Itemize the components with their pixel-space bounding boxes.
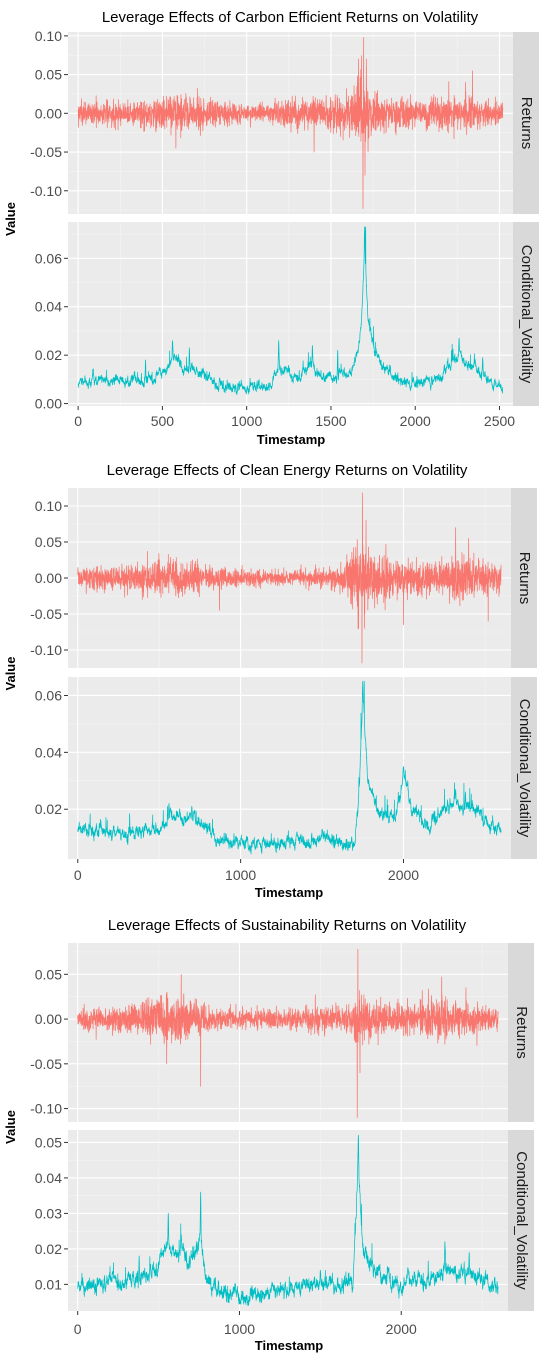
volatility-series-line <box>77 680 502 855</box>
facet-strip-label: Conditional_Volatility <box>518 245 535 384</box>
x-tick-label: 2500 <box>484 413 515 429</box>
y-tick-label: -0.05 <box>30 606 62 622</box>
facet-strip-label: Returns <box>516 552 533 605</box>
x-tick-label: 1000 <box>224 1321 255 1337</box>
y-tick-label: 0.02 <box>35 801 62 817</box>
returns-series-line <box>77 948 499 1118</box>
y-tick-label: 0.05 <box>35 966 62 982</box>
x-tick-label: 2000 <box>400 413 431 429</box>
volatility-series-line <box>77 1134 499 1307</box>
chart-title: Leverage Effects of Clean Energy Returns… <box>107 462 468 479</box>
y-tick-label: 0.05 <box>35 1134 62 1150</box>
panel-background <box>68 943 508 1122</box>
facet-strip <box>513 222 539 406</box>
x-axis-title: Timestamp <box>255 1338 323 1353</box>
y-tick-label: 0.02 <box>35 1241 62 1257</box>
panel-returns: 0.10 0.05 0.00 -0.05 -0.10 Returns <box>30 488 537 668</box>
x-axis-title: Timestamp <box>255 885 323 900</box>
y-tick-label: -0.10 <box>30 1101 62 1117</box>
facet-strip <box>511 677 537 859</box>
y-axis-title: Value <box>3 202 18 236</box>
chart-title: Leverage Effects of Carbon Efficient Ret… <box>102 9 479 26</box>
facet-strip <box>511 488 537 668</box>
x-tick-label: 1000 <box>231 413 262 429</box>
x-tick-label: 2000 <box>386 1321 417 1337</box>
x-tick-label: 0 <box>74 1321 82 1337</box>
x-tick-label: 2000 <box>388 867 419 883</box>
panel-returns: 0.05 0.00 -0.05 -0.10 Returns <box>30 943 534 1122</box>
y-tick-label: 0.05 <box>35 534 62 550</box>
y-tick-label: 0.04 <box>35 744 62 760</box>
returns-series-line <box>77 37 504 209</box>
chart-title: Leverage Effects of Sustainability Retur… <box>108 917 467 934</box>
chart-0: Leverage Effects of Carbon Efficient Ret… <box>3 9 539 447</box>
facet-strip-label: Returns <box>513 1006 530 1059</box>
y-tick-label: 0.06 <box>35 250 62 266</box>
y-tick-label: -0.10 <box>30 642 62 658</box>
y-tick-label: 0.01 <box>35 1276 62 1292</box>
y-tick-label: 0.00 <box>35 1011 62 1027</box>
panel-conditional_volatility: 0.06 0.04 0.02 Conditional_Volatility <box>35 677 537 859</box>
panel-conditional_volatility: 0.06 0.04 0.02 0.00 Conditional_Volatility <box>35 222 539 412</box>
y-tick-label: 0.03 <box>35 1205 62 1221</box>
y-tick-label: 0.04 <box>35 299 62 315</box>
returns-series-line <box>77 492 502 664</box>
x-tick-label: 500 <box>151 413 175 429</box>
chart-2: Leverage Effects of Sustainability Retur… <box>3 917 534 1353</box>
x-tick-label: 1500 <box>315 413 346 429</box>
facet-strip <box>508 943 534 1122</box>
y-tick-label: 0.02 <box>35 347 62 363</box>
facet-strip <box>508 1130 534 1311</box>
x-tick-label: 1000 <box>225 867 256 883</box>
volatility-series-line <box>77 226 504 395</box>
x-tick-label: 0 <box>74 413 82 429</box>
y-tick-label: -0.05 <box>30 1056 62 1072</box>
y-tick-label: 0.05 <box>35 67 62 83</box>
facet-strip <box>513 32 539 214</box>
facet-strip-label: Conditional_Volatility <box>516 699 533 838</box>
y-axis-title: Value <box>3 1110 18 1144</box>
y-tick-label: -0.10 <box>30 183 62 199</box>
x-axis-title: Timestamp <box>257 432 325 447</box>
y-tick-label: -0.05 <box>30 144 62 160</box>
y-tick-label: 0.00 <box>35 570 62 586</box>
chart-1: Leverage Effects of Clean Energy Returns… <box>3 462 537 900</box>
y-tick-label: 0.04 <box>35 1170 62 1186</box>
y-tick-label: 0.10 <box>35 28 62 44</box>
panel-background <box>68 677 511 859</box>
x-tick-label: 0 <box>74 867 82 883</box>
y-axis-title: Value <box>3 657 18 691</box>
y-tick-label: 0.00 <box>35 396 62 412</box>
y-tick-label: 0.10 <box>35 498 62 514</box>
facet-strip-label: Returns <box>518 97 535 150</box>
facet-strip-label: Conditional_Volatility <box>513 1151 530 1290</box>
panel-conditional_volatility: 0.05 0.04 0.03 0.02 0.01 Conditional_Volatili… <box>35 1130 534 1311</box>
y-tick-label: 0.00 <box>35 105 62 121</box>
panel-returns: 0.10 0.05 0.00 -0.05 -0.10 Returns <box>30 28 539 214</box>
y-tick-label: 0.06 <box>35 687 62 703</box>
